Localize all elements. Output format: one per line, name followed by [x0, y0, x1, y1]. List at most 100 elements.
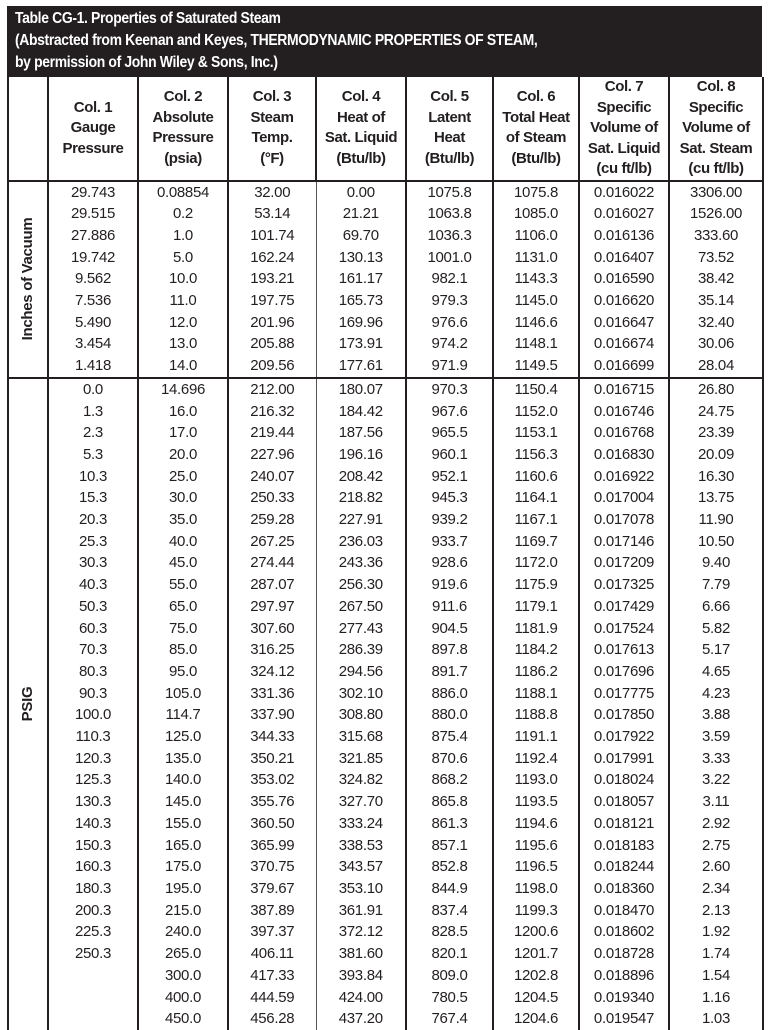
- table-cell-col-8: 28.04: [668, 355, 764, 378]
- table-cell-col-2: 215.0: [137, 899, 229, 922]
- table-cell-col-3: 209.56: [227, 355, 317, 378]
- table-row: 120.3 135.0 350.21 321.85 870.6 1192.4 0.01799…: [8, 747, 764, 770]
- table-row: 30.3 45.0 274.44 243.36 928.6 1172.0 0.017209 9…: [8, 552, 764, 575]
- table-cell-col-3: 379.67: [227, 878, 317, 900]
- table-cell-col-2: 25.0: [137, 465, 229, 488]
- header-row: Col. 1 Gauge Pressure Col. 2 Absolute Pressur…: [7, 77, 764, 182]
- table-cell-col-3: 274.44: [227, 552, 317, 575]
- table-cell-col-1: 0.0: [47, 376, 139, 401]
- table-cell-col-1: 70.3: [47, 639, 139, 661]
- table-cell-col-4: 180.07: [315, 376, 407, 401]
- table-cell-col-7: 0.018602: [578, 921, 670, 944]
- table-cell-col-5: 891.7: [405, 660, 494, 683]
- table-cell-col-6: 1188.8: [492, 704, 580, 727]
- table-cell-col-8: 32.40: [668, 311, 764, 334]
- table-cell-col-5: 861.3: [405, 812, 494, 835]
- table-cell-col-3: 287.07: [227, 574, 317, 596]
- table-cell-col-2: 20.0: [137, 443, 229, 466]
- table-cell-col-8: 26.80: [668, 376, 764, 401]
- table-cell-col-6: 1164.1: [492, 487, 580, 510]
- table-cell-col-2: 45.0: [137, 552, 229, 575]
- column-header-line: (cu ft/lb): [688, 160, 744, 177]
- steam-properties-table: Col. 1 Gauge Pressure Col. 2 Absolute Pressur…: [7, 77, 764, 1030]
- table-cell-col-8: 1.74: [668, 943, 764, 965]
- table-cell-col-8: 1526.00: [668, 203, 764, 225]
- table-cell-col-1: 27.886: [47, 224, 139, 247]
- table-row: 3.454 13.0 205.88 173.91 974.2 1148.1 0.016674…: [8, 333, 764, 356]
- table-cell-col-8: 3.88: [668, 704, 764, 727]
- table-cell-col-6: 1075.8: [492, 179, 580, 204]
- table-cell-col-5: 828.5: [405, 921, 494, 944]
- table-cell-col-8: 38.42: [668, 268, 764, 291]
- table-cell-col-2: 35.0: [137, 509, 229, 531]
- table-cell-col-2: 55.0: [137, 574, 229, 596]
- table-cell-col-8: 1.03: [668, 1008, 764, 1030]
- table-cell-col-8: 1.54: [668, 964, 764, 987]
- table-cell-col-6: 1175.9: [492, 574, 580, 596]
- table-cell-col-7: 0.018896: [578, 964, 670, 987]
- table-cell-col-7: 0.016407: [578, 246, 670, 269]
- table-cell-col-6: 1179.1: [492, 595, 580, 618]
- table-row: 90.3 105.0 331.36 302.10 886.0 1188.1 0.017775…: [8, 682, 764, 705]
- table-cell-col-1: 125.3: [47, 769, 139, 792]
- table-cell-col-2: 13.0: [137, 333, 229, 356]
- column-header-line: Col. 6: [516, 88, 556, 106]
- table-cell-col-1: [47, 964, 139, 987]
- table-cell-col-7: 0.016768: [578, 422, 670, 444]
- table-cell-col-8: 2.13: [668, 899, 764, 922]
- table-cell-col-2: 75.0: [137, 617, 229, 640]
- column-header-3: Col. 3 Steam Temp. (°F): [227, 77, 317, 182]
- table-cell-col-5: 970.3: [405, 376, 494, 401]
- table-cell-col-4: 256.30: [315, 574, 407, 596]
- table-source: (Abstracted from Keenan and Keyes, THERM…: [15, 32, 538, 49]
- table-cell-col-3: 406.11: [227, 943, 317, 965]
- column-header-line: Volume of: [682, 119, 750, 136]
- table-cell-col-8: 3.33: [668, 747, 764, 770]
- table-cell-col-8: 333.60: [668, 224, 764, 247]
- table-cell-col-6: 1193.0: [492, 769, 580, 792]
- table-cell-col-3: 53.14: [227, 203, 317, 225]
- table-cell-col-8: 35.14: [668, 290, 764, 312]
- section-label-cell: Inches of Vacuum: [7, 179, 49, 378]
- table-row: 80.3 95.0 324.12 294.56 891.7 1186.2 0.017696 4…: [8, 660, 764, 683]
- table-cell-col-3: 101.74: [227, 224, 317, 247]
- table-cell-col-5: 844.9: [405, 878, 494, 900]
- table-cell-col-7: 0.018360: [578, 878, 670, 900]
- table-cell-col-8: 4.23: [668, 682, 764, 705]
- table-cell-col-7: 0.016647: [578, 311, 670, 334]
- table-cell-col-4: 294.56: [315, 660, 407, 683]
- table-cell-col-6: 1172.0: [492, 552, 580, 575]
- table-cell-col-1: 29.515: [47, 203, 139, 225]
- table-cell-col-4: 315.68: [315, 726, 407, 748]
- table-cell-col-3: 259.28: [227, 509, 317, 531]
- table-cell-col-3: 201.96: [227, 311, 317, 334]
- column-header-line: Sat. Liquid: [324, 129, 398, 147]
- table-cell-col-5: 904.5: [405, 617, 494, 640]
- table-cell-col-6: 1131.0: [492, 246, 580, 269]
- table-cell-col-5: 880.0: [405, 704, 494, 727]
- table-cell-col-7: 0.018470: [578, 899, 670, 922]
- table-cell-col-2: 195.0: [137, 878, 229, 900]
- section-label-cell: PSIG: [7, 376, 49, 1030]
- table-cell-col-2: 240.0: [137, 921, 229, 944]
- table-cell-col-2: 14.0: [137, 355, 229, 378]
- table-row: 250.3 265.0 406.11 381.60 820.1 1201.7 0.01872…: [8, 943, 764, 965]
- column-header-line: Col. 8: [696, 78, 736, 95]
- table-cell-col-4: 187.56: [315, 422, 407, 444]
- table-cell-col-7: 0.016830: [578, 443, 670, 466]
- table-cell-col-1: 1.3: [47, 400, 139, 423]
- table-cell-col-5: 897.8: [405, 639, 494, 661]
- table-cell-col-3: 360.50: [227, 812, 317, 835]
- table-cell-col-4: 437.20: [315, 1008, 407, 1030]
- table-cell-col-7: 0.018183: [578, 834, 670, 857]
- table-cell-col-8: 3306.00: [668, 179, 764, 204]
- table-row: 7.536 11.0 197.75 165.73 979.3 1145.0 0.016620…: [8, 290, 764, 312]
- table-cell-col-6: 1146.6: [492, 311, 580, 334]
- table-cell-col-6: 1196.5: [492, 856, 580, 878]
- column-header-line: (Btu/lb): [511, 149, 561, 167]
- column-header-line: Temp.: [251, 129, 293, 147]
- table-cell-col-6: 1167.1: [492, 509, 580, 531]
- table-row: 225.3 240.0 397.37 372.12 828.5 1200.6 0.01860…: [8, 921, 764, 944]
- table-cell-col-5: 875.4: [405, 726, 494, 748]
- table-cell-col-2: 12.0: [137, 311, 229, 334]
